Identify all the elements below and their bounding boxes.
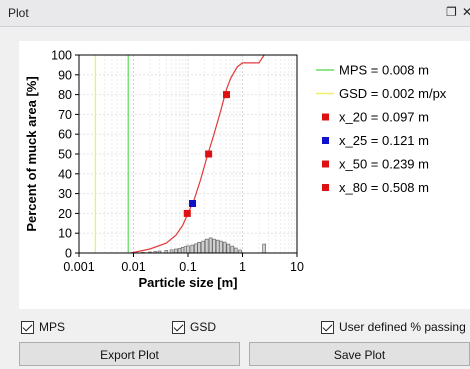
- histogram-bar: [197, 242, 201, 254]
- x-tick-label: 0.01: [121, 260, 145, 274]
- marker-x_25: [189, 200, 197, 207]
- mps-checkbox-box[interactable]: [21, 320, 34, 334]
- histogram-bar: [233, 247, 238, 254]
- y-tick-label: 60: [58, 128, 72, 142]
- legend-entry-label: x_80 = 0.508 m: [339, 180, 429, 195]
- y-tick-label: 0: [65, 247, 72, 261]
- gsd-checkbox[interactable]: GSD: [172, 318, 216, 336]
- y-tick-label: 40: [58, 167, 72, 181]
- user-defined-checkbox[interactable]: User defined % passing: [321, 318, 466, 336]
- histogram-bar: [222, 241, 227, 254]
- histogram-bar: [204, 238, 209, 254]
- save-plot-button[interactable]: Save Plot: [249, 342, 470, 366]
- x-tick-label: 10: [290, 260, 304, 274]
- legend-entry-label: MPS = 0.008 m: [339, 63, 429, 78]
- x-axis-label: Particle size [m]: [139, 275, 238, 290]
- y-tick-label: 30: [58, 187, 72, 201]
- histogram-bar: [219, 240, 223, 254]
- window-title: Plot: [8, 6, 29, 20]
- histogram-bar: [262, 243, 266, 254]
- marker-x_50: [205, 150, 213, 158]
- mps-checkbox-label: MPS: [39, 320, 66, 334]
- x-tick-label: 0.1: [179, 260, 196, 274]
- mps-checkbox[interactable]: MPS: [21, 318, 65, 336]
- marker-x_80: [222, 91, 230, 99]
- y-tick-label: 80: [58, 88, 72, 102]
- histogram-bar: [201, 240, 205, 254]
- user-defined-checkbox-label: User defined % passing: [339, 320, 466, 334]
- histogram-bar: [212, 238, 216, 254]
- marker-x_20: [183, 209, 191, 217]
- y-tick-label: 10: [58, 227, 72, 241]
- legend-entry-label: x_25 = 0.121 m: [339, 133, 429, 148]
- legend-square-swatch: [322, 113, 329, 121]
- y-tick-label: 100: [51, 49, 72, 63]
- y-axis-label: Percent of muck area [%]: [24, 76, 39, 231]
- histogram-bar: [174, 248, 178, 254]
- legend-entry-label: GSD = 0.002 m/px: [339, 86, 447, 101]
- y-tick-label: 20: [58, 207, 72, 221]
- plot-panel: 0 10 20 30 40 50 60 70 80 90 100 0.001 0.01 0.1 1 10 Par…: [19, 41, 470, 309]
- histogram-bar: [230, 245, 235, 254]
- restore-icon[interactable]: ❐: [446, 5, 457, 19]
- histogram-bar: [215, 239, 220, 254]
- x-tick-label: 0.001: [63, 260, 94, 274]
- histogram-bar: [177, 248, 182, 254]
- close-icon[interactable]: ✕: [462, 5, 470, 19]
- histogram-bar: [186, 245, 190, 254]
- gsd-checkbox-label: GSD: [190, 320, 217, 334]
- legend-square-swatch: [322, 184, 329, 191]
- gsd-checkbox-box[interactable]: [172, 320, 185, 334]
- legend-square-swatch: [322, 137, 329, 144]
- legend-square-swatch: [322, 160, 329, 168]
- window-titlebar: Plot ❐ ✕: [0, 0, 470, 27]
- x-tick-label: 1: [239, 260, 246, 274]
- y-tick-label: 70: [58, 108, 72, 122]
- histogram-bar: [194, 243, 198, 254]
- cumulative-curve: [130, 54, 265, 254]
- y-tick-label: 50: [58, 148, 72, 162]
- histogram-bar: [190, 244, 195, 254]
- legend-entry-label: x_50 = 0.239 m: [339, 157, 429, 172]
- user-defined-checkbox-box[interactable]: [321, 320, 334, 334]
- histogram-bar: [226, 243, 231, 254]
- histogram-bar: [208, 237, 213, 254]
- y-tick-label: 90: [58, 68, 72, 82]
- legend-entry-label: x_20 = 0.097 m: [339, 110, 429, 125]
- export-plot-button[interactable]: Export Plot: [19, 342, 240, 366]
- particle-size-chart: 0 10 20 30 40 50 60 70 80 90 100 0.001 0.01 0.1 1 10 Par…: [24, 49, 447, 291]
